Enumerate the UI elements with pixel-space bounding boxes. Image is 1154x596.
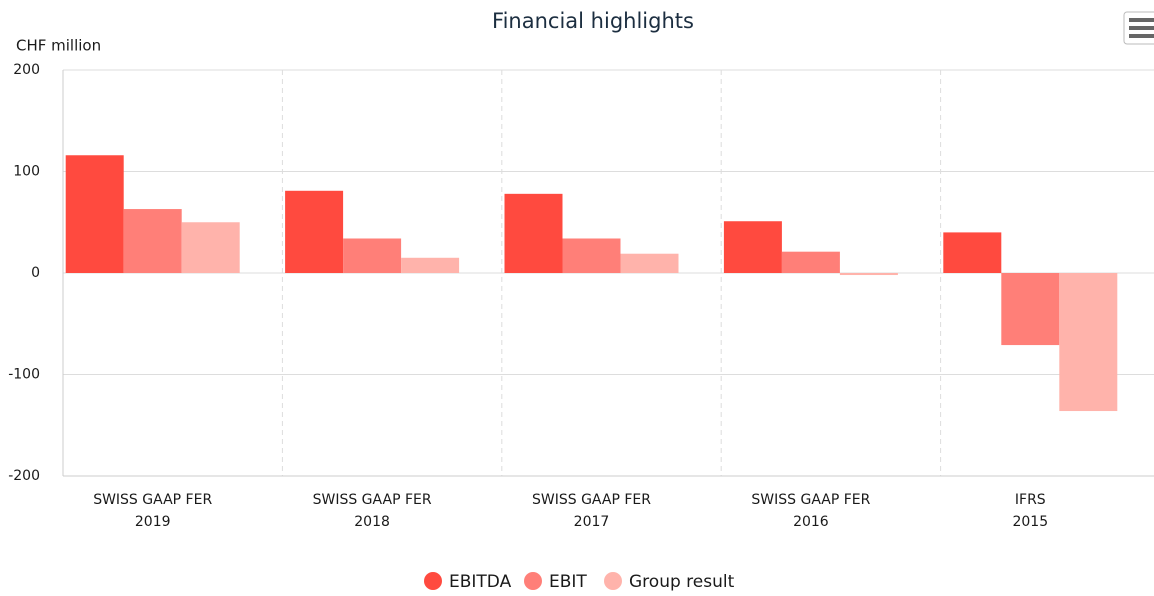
bar [123, 209, 182, 273]
menu-bar [1129, 18, 1154, 22]
x-tick-label: SWISS GAAP FER [751, 492, 870, 508]
bar [401, 257, 460, 273]
bar [562, 238, 621, 273]
bar [1059, 273, 1118, 412]
x-tick-label: 2017 [574, 514, 610, 530]
legend-marker [524, 572, 542, 590]
bar [65, 155, 124, 273]
y-tick-label: 100 [13, 164, 40, 180]
x-tick-label: SWISS GAAP FER [313, 492, 432, 508]
bar [504, 193, 563, 273]
menu-bar [1129, 26, 1154, 30]
legend: EBITDA EBIT Group result [424, 572, 735, 592]
x-tick-label: SWISS GAAP FER [93, 492, 212, 508]
y-tick-label: -200 [8, 468, 40, 484]
legend-marker [424, 572, 442, 590]
bar [181, 222, 240, 273]
bar [285, 190, 344, 273]
bar [620, 253, 679, 273]
y-tick-label: -100 [8, 367, 40, 383]
y-axis-label: CHF million [16, 37, 101, 55]
x-tick-label: 2018 [354, 514, 390, 530]
legend-label: EBIT [549, 572, 587, 592]
bar [781, 251, 840, 273]
x-tick-label: 2016 [793, 514, 829, 530]
legend-label: EBITDA [449, 572, 512, 592]
legend-label: Group result [629, 572, 735, 592]
y-tick-label: 0 [31, 265, 40, 281]
bar [943, 232, 1002, 273]
x-tick-label: 2019 [135, 514, 171, 530]
chart-title: Financial highlights [492, 9, 694, 33]
bar [723, 221, 782, 273]
menu-bar [1129, 34, 1154, 38]
x-tick-label: SWISS GAAP FER [532, 492, 651, 508]
x-tick-label: 2015 [1012, 514, 1048, 530]
bar [1001, 273, 1060, 346]
bar [343, 238, 402, 273]
y-tick-label: 200 [13, 62, 40, 78]
menu-button[interactable] [1123, 11, 1154, 45]
bar [839, 273, 898, 276]
legend-marker [604, 572, 622, 590]
x-tick-label: IFRS [1015, 492, 1046, 508]
